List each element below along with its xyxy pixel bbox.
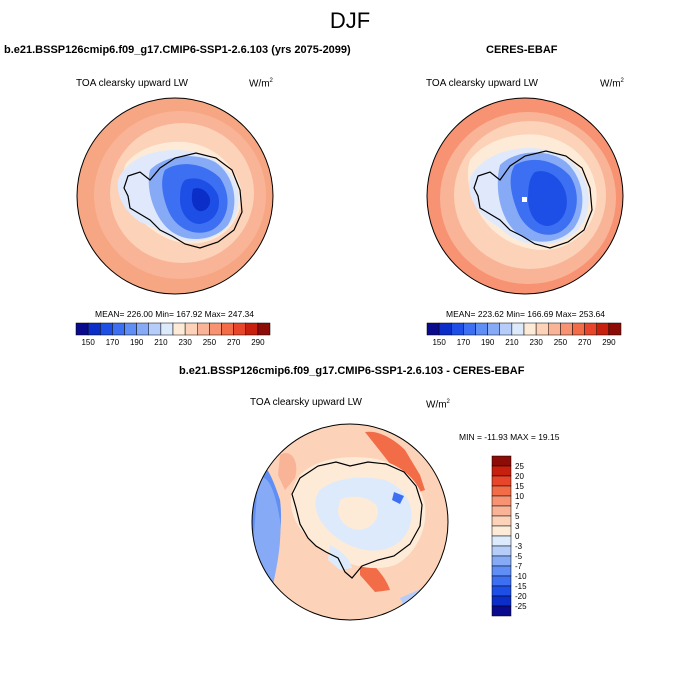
- panel3-map-border: [251, 423, 449, 621]
- colorbar-swatch: [491, 525, 512, 537]
- panel2-variable-label: TOA clearsky upward LW: [426, 78, 538, 89]
- panel2-stats: MEAN= 223.62 Min= 166.69 Max= 253.64: [446, 309, 606, 319]
- colorbar-swatch: [257, 322, 271, 336]
- colorbar-tick-label: 7: [515, 502, 520, 511]
- panel3-antarctica-coastline: [291, 461, 423, 579]
- panel2-colorbar: 150 170 190 210 230 250 270 290: [426, 322, 622, 347]
- colorbar-tick-label: 210: [505, 338, 519, 347]
- colorbar-tick-label: 290: [602, 338, 616, 347]
- colorbar-swatch: [491, 595, 512, 607]
- colorbar-swatch: [491, 545, 512, 557]
- panel3-variable-label: TOA clearsky upward LW: [250, 397, 362, 408]
- panel3-map-field: [252, 424, 448, 620]
- panel1-units: W/m2: [249, 78, 273, 90]
- panel1-colorbar: 150 170 190 210 230 250 270 290: [75, 322, 271, 347]
- panel1-map-border: [76, 97, 274, 295]
- colorbar-tick-label: 170: [106, 338, 120, 347]
- colorbar-tick-label: -3: [515, 542, 523, 551]
- colorbar-tick-label: -7: [515, 562, 523, 571]
- colorbar-tick-label: 25: [515, 462, 524, 471]
- panel2-map-field: [427, 98, 623, 294]
- panel3-title: b.e21.BSSP126cmip6.f09_g17.CMIP6-SSP1-2.…: [179, 365, 525, 377]
- panel2-antarctica-coastline: [473, 150, 593, 249]
- panel3-stats: MIN = -11.93 MAX = 19.15: [459, 432, 560, 442]
- colorbar-swatch: [491, 455, 512, 467]
- colorbar-tick-label: 250: [554, 338, 568, 347]
- colorbar-tick-label: -5: [515, 552, 523, 561]
- colorbar-tick-label: -15: [515, 582, 527, 591]
- colorbar-tick-label: 230: [529, 338, 543, 347]
- colorbar-tick-label: 20: [515, 472, 524, 481]
- colorbar-swatch: [491, 475, 512, 487]
- panel2-map-border: [426, 97, 624, 295]
- colorbar-swatch: [491, 465, 512, 477]
- colorbar-tick-label: 230: [178, 338, 192, 347]
- colorbar-swatch: [491, 485, 512, 497]
- colorbar-tick-label: 3: [515, 522, 520, 531]
- colorbar-tick-label: 170: [457, 338, 471, 347]
- colorbar-swatch: [491, 555, 512, 567]
- colorbar-tick-label: 150: [432, 338, 446, 347]
- panel2-units: W/m2: [600, 78, 624, 90]
- colorbar-swatch: [491, 565, 512, 577]
- colorbar-swatch: [491, 535, 512, 547]
- panel1-variable-label: TOA clearsky upward LW: [76, 78, 188, 89]
- colorbar-tick-label: 190: [130, 338, 144, 347]
- colorbar-tick-label: 190: [481, 338, 495, 347]
- colorbar-tick-label: -25: [515, 602, 527, 611]
- colorbar-swatch: [491, 585, 512, 597]
- colorbar-tick-label: 150: [81, 338, 95, 347]
- colorbar-swatch: [491, 505, 512, 517]
- colorbar-tick-label: 210: [154, 338, 168, 347]
- page-title: DJF: [329, 8, 371, 33]
- colorbar-swatch: [491, 515, 512, 527]
- colorbar-tick-label: -10: [515, 572, 527, 581]
- colorbar-tick-label: 270: [227, 338, 241, 347]
- colorbar-swatch: [491, 495, 512, 507]
- colorbar-tick-label: 15: [515, 482, 524, 491]
- panel1-stats: MEAN= 226.00 Min= 167.92 Max= 247.34: [95, 309, 255, 319]
- colorbar-tick-label: -20: [515, 592, 527, 601]
- panel2-title: CERES-EBAF: [486, 44, 558, 56]
- colorbar-tick-label: 290: [251, 338, 265, 347]
- panel1-antarctica-coastline: [123, 152, 243, 249]
- panel3-units: W/m2: [426, 399, 450, 411]
- colorbar-swatch: [491, 575, 512, 587]
- colorbar-tick-label: 250: [203, 338, 217, 347]
- colorbar-tick-label: 270: [578, 338, 592, 347]
- colorbar-swatch: [608, 322, 622, 336]
- colorbar-tick-label: 5: [515, 512, 520, 521]
- colorbar-swatch: [491, 605, 512, 617]
- panel1-title: b.e21.BSSP126cmip6.f09_g17.CMIP6-SSP1-2.…: [4, 44, 351, 56]
- colorbar-tick-label: 10: [515, 492, 524, 501]
- colorbar-tick-label: 0: [515, 532, 520, 541]
